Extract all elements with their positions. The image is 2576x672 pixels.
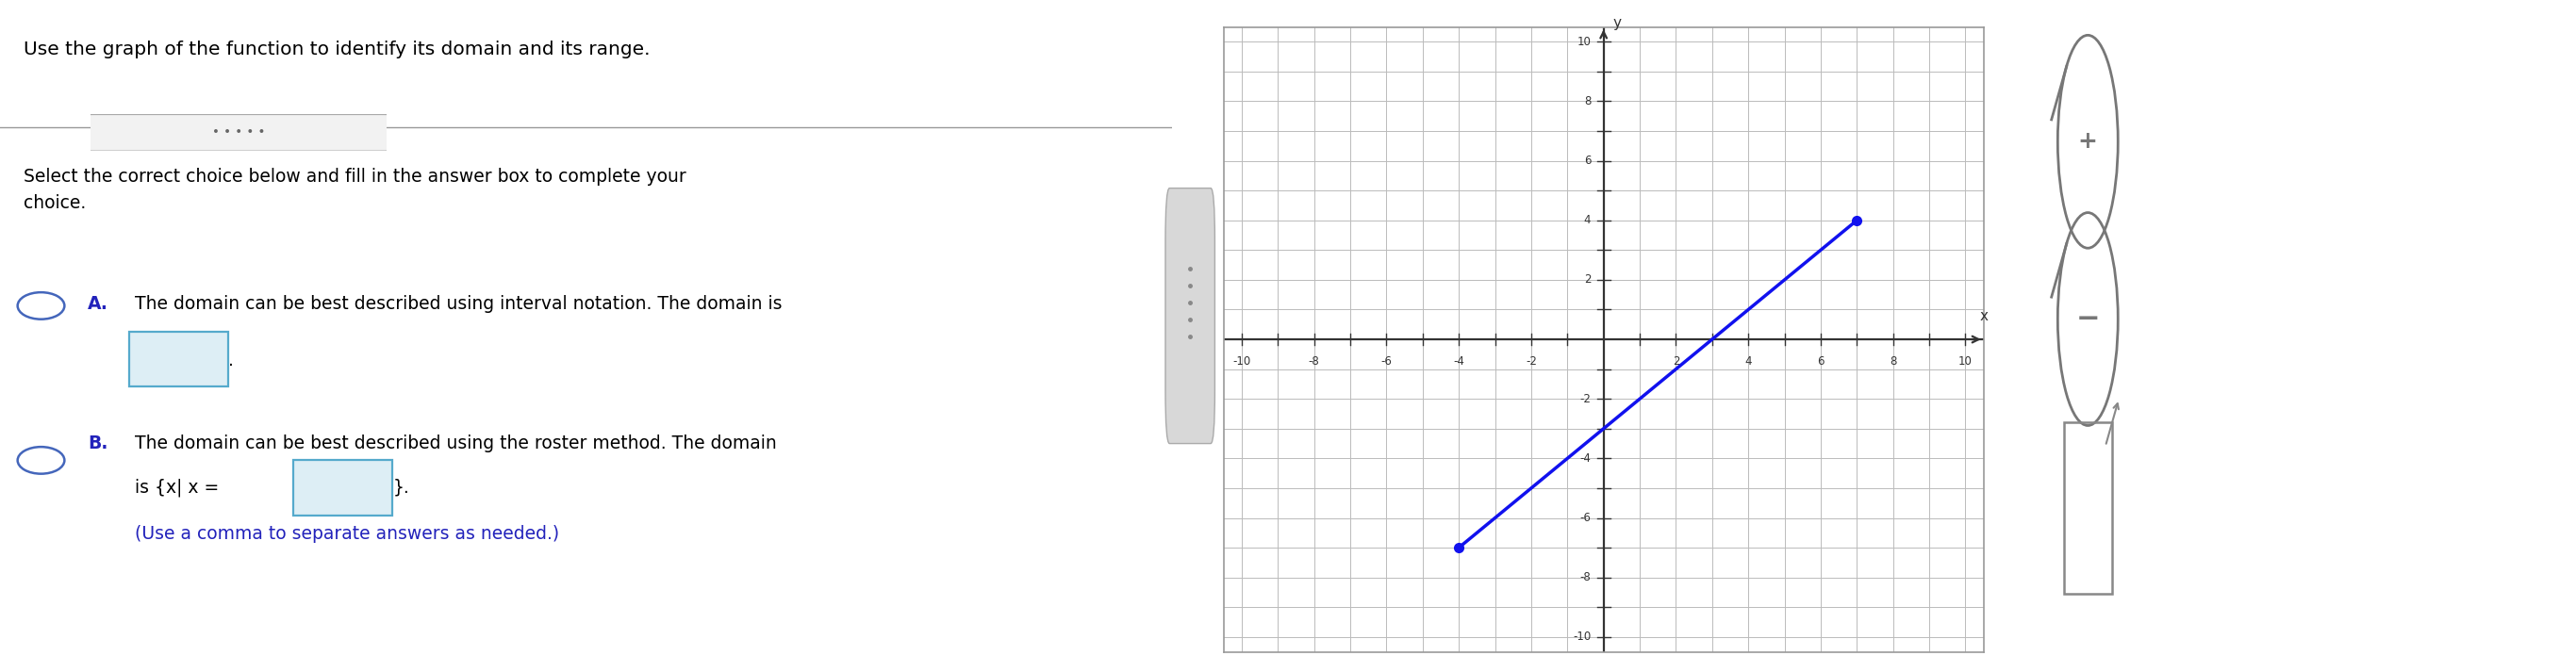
Text: 6: 6	[1584, 155, 1592, 167]
FancyBboxPatch shape	[294, 460, 392, 515]
Text: 4: 4	[1744, 355, 1752, 368]
Text: -2: -2	[1579, 392, 1592, 405]
Text: -4: -4	[1453, 355, 1463, 368]
Text: -4: -4	[1579, 452, 1592, 464]
Text: -6: -6	[1381, 355, 1391, 368]
Text: 6: 6	[1816, 355, 1824, 368]
FancyBboxPatch shape	[129, 331, 229, 386]
Text: -2: -2	[1525, 355, 1538, 368]
Text: .: .	[229, 352, 234, 370]
Text: (Use a comma to separate answers as needed.): (Use a comma to separate answers as need…	[134, 526, 559, 543]
Text: The domain can be best described using interval notation. The domain is: The domain can be best described using i…	[134, 295, 783, 312]
Text: 2: 2	[1672, 355, 1680, 368]
Text: 2: 2	[1584, 274, 1592, 286]
Text: x: x	[1981, 309, 1989, 323]
Text: -10: -10	[1234, 355, 1252, 368]
Text: -10: -10	[1574, 631, 1592, 643]
FancyBboxPatch shape	[67, 114, 410, 151]
Text: 8: 8	[1891, 355, 1896, 368]
Text: Use the graph of the function to identify its domain and its range.: Use the graph of the function to identif…	[23, 40, 649, 58]
Text: B.: B.	[88, 435, 108, 452]
Text: • • • • •: • • • • •	[211, 126, 265, 139]
FancyBboxPatch shape	[1164, 188, 1216, 444]
Text: −: −	[2076, 305, 2099, 333]
Text: 10: 10	[1958, 355, 1973, 368]
Text: 10: 10	[1577, 36, 1592, 48]
Text: -6: -6	[1579, 512, 1592, 524]
Text: -8: -8	[1309, 355, 1319, 368]
Text: The domain can be best described using the roster method. The domain: The domain can be best described using t…	[134, 435, 778, 452]
Text: is {x| x =: is {x| x =	[134, 478, 219, 497]
Text: Select the correct choice below and fill in the answer box to complete your
choi: Select the correct choice below and fill…	[23, 168, 685, 212]
Text: 4: 4	[1584, 214, 1592, 226]
Text: y: y	[1613, 15, 1620, 30]
Text: 8: 8	[1584, 95, 1592, 108]
Text: A.: A.	[88, 295, 108, 312]
Text: +: +	[2079, 130, 2097, 153]
Text: }.: }.	[392, 478, 410, 496]
Text: -8: -8	[1579, 571, 1592, 583]
